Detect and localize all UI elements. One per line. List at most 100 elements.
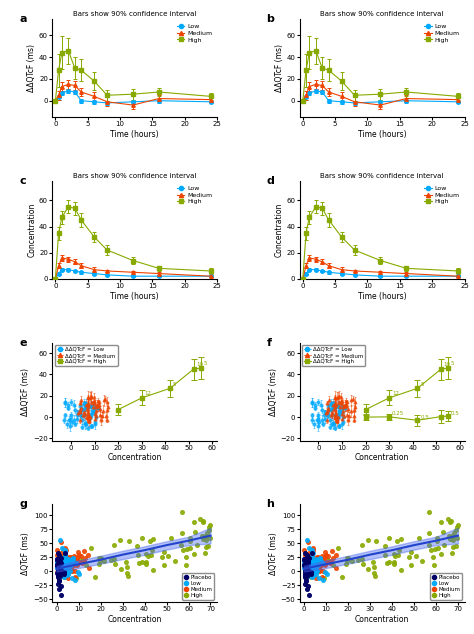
Point xyxy=(304,559,312,569)
Point xyxy=(302,560,310,571)
Point xyxy=(63,566,70,576)
Point xyxy=(302,561,310,571)
Point xyxy=(329,560,337,570)
Point xyxy=(449,535,457,545)
Point xyxy=(302,575,310,585)
Point xyxy=(57,565,64,575)
Point xyxy=(200,515,207,526)
Y-axis label: Concentration: Concentration xyxy=(27,203,36,257)
Point xyxy=(304,557,311,567)
Point xyxy=(344,556,351,566)
Point xyxy=(70,560,77,570)
Point xyxy=(303,558,311,568)
Point xyxy=(302,553,310,564)
Point xyxy=(305,590,313,600)
Point xyxy=(207,520,214,530)
Point xyxy=(329,552,337,562)
Point xyxy=(80,555,88,566)
Point xyxy=(62,545,69,555)
Point xyxy=(60,553,67,564)
Point xyxy=(427,545,434,555)
Point xyxy=(322,550,330,560)
Point xyxy=(392,551,399,561)
Point xyxy=(55,564,63,574)
Point xyxy=(335,543,342,553)
Point xyxy=(301,567,309,578)
Point xyxy=(57,564,64,574)
Point xyxy=(308,561,316,571)
Point xyxy=(311,557,319,567)
Point xyxy=(125,536,133,547)
Point xyxy=(70,555,77,565)
Point xyxy=(316,566,323,576)
Point xyxy=(85,563,92,573)
Point xyxy=(60,568,68,578)
Point xyxy=(302,560,310,571)
Point xyxy=(61,572,68,582)
Point xyxy=(309,548,316,559)
Point xyxy=(326,558,334,568)
Point xyxy=(301,570,309,580)
Point xyxy=(72,566,79,576)
Point xyxy=(148,545,156,555)
Point xyxy=(57,581,64,592)
Point xyxy=(58,543,65,553)
Title: Bars show 90% confidence interval: Bars show 90% confidence interval xyxy=(320,11,444,17)
Point xyxy=(313,565,321,575)
Point xyxy=(57,559,64,569)
Point xyxy=(124,571,132,581)
Point xyxy=(107,555,115,565)
Point xyxy=(406,552,413,562)
Point xyxy=(303,563,310,573)
Point xyxy=(305,548,312,559)
Point xyxy=(310,564,318,574)
Point xyxy=(308,560,316,571)
Point xyxy=(61,561,68,571)
Point xyxy=(310,560,318,570)
Point xyxy=(450,528,458,538)
Point xyxy=(59,564,66,574)
Point xyxy=(95,559,102,569)
Point xyxy=(179,545,187,555)
Point xyxy=(61,548,69,559)
Point xyxy=(91,572,99,582)
Point xyxy=(66,565,73,575)
Point xyxy=(318,550,325,560)
Point xyxy=(190,549,197,559)
Point xyxy=(146,536,154,547)
Point xyxy=(62,543,69,553)
Point xyxy=(183,544,191,554)
Point xyxy=(373,536,380,547)
Point xyxy=(60,561,67,571)
Point xyxy=(304,556,312,566)
Point xyxy=(63,564,70,574)
Point xyxy=(304,556,311,566)
Text: g: g xyxy=(19,500,27,509)
Point xyxy=(61,566,69,576)
Point xyxy=(317,560,325,570)
Point xyxy=(65,557,73,567)
Point xyxy=(54,571,62,581)
Point xyxy=(446,531,453,541)
Point xyxy=(302,563,310,573)
Point xyxy=(55,554,62,564)
Point xyxy=(54,566,62,576)
Point xyxy=(395,550,402,560)
Point xyxy=(150,534,157,544)
Point xyxy=(60,564,68,574)
Point xyxy=(55,563,63,573)
Point xyxy=(56,562,64,573)
Point xyxy=(205,541,212,551)
Point xyxy=(344,553,352,563)
Point xyxy=(434,543,441,553)
Point xyxy=(348,556,356,566)
Point xyxy=(314,566,322,576)
Point xyxy=(55,563,63,573)
Point xyxy=(307,555,314,565)
Point xyxy=(316,553,324,564)
Point xyxy=(342,559,350,569)
Point xyxy=(158,552,166,562)
Point xyxy=(61,560,68,571)
Point xyxy=(431,544,438,554)
Point xyxy=(305,567,313,578)
